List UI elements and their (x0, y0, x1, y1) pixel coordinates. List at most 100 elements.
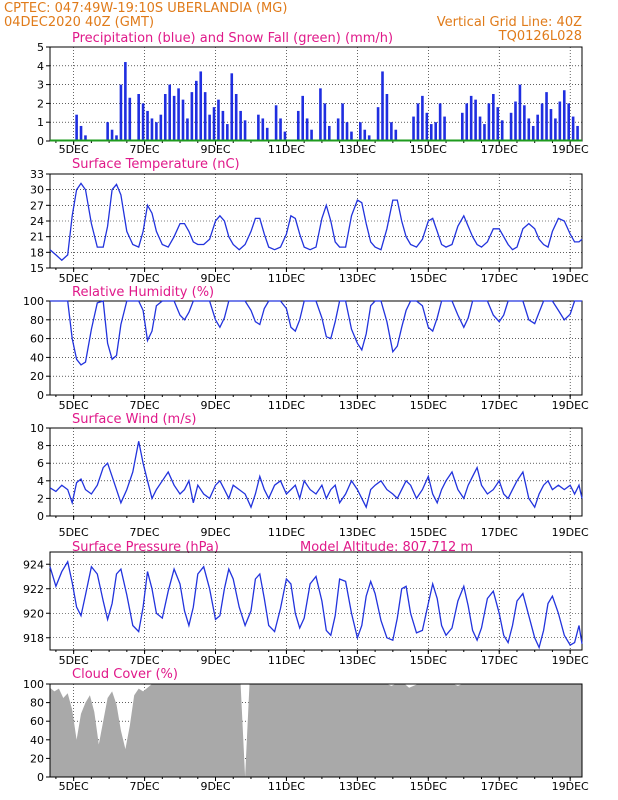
precip-bar (163, 94, 167, 141)
precip-bar (514, 101, 517, 141)
precip-bar (155, 122, 158, 141)
x-tick-label: 7DEC (130, 143, 160, 156)
y-tick-label: 100 (23, 678, 44, 691)
precip-bar (301, 95, 304, 141)
precip-bar (376, 107, 380, 141)
y-tick-label: 2 (37, 97, 44, 110)
precip-bar (469, 95, 473, 141)
y-tick-label: 80 (30, 697, 44, 710)
precip-bar (434, 122, 437, 141)
x-tick-label: 5DEC (59, 654, 89, 667)
precip-bar (168, 84, 171, 141)
x-tick-label: 5DEC (59, 272, 89, 285)
precip-bar (323, 103, 327, 141)
y-tick-label: 40 (30, 351, 44, 364)
x-tick-label: 7DEC (130, 780, 160, 793)
x-tick-label: 17DEC (481, 780, 518, 793)
x-tick-label: 17DEC (481, 143, 518, 156)
x-tick-label: 9DEC (200, 143, 230, 156)
x-tick-label: 17DEC (481, 526, 518, 539)
panel-title-precip: Precipitation (blue) and Snow Fall (gree… (72, 31, 393, 46)
panel-rh: Relative Humidity (%) 0 20 40 60 80 100 5DEC 7DE… (23, 285, 589, 412)
precip-bar (186, 118, 189, 141)
x-tick-label: 5DEC (59, 526, 89, 539)
precip-bar (84, 135, 87, 141)
precip-bar (141, 103, 145, 141)
y-tick-label: 2 (37, 492, 44, 505)
precip-bar (341, 103, 344, 141)
y-tick-label: 0 (37, 135, 44, 148)
panel-precip: Precipitation (blue) and Snow Fall (gree… (37, 31, 589, 156)
precip-bar (523, 105, 526, 141)
x-tick-label: 19DEC (552, 526, 589, 539)
x-tick-label: 17DEC (481, 654, 518, 667)
precip-bar (540, 103, 544, 141)
precip-bar (146, 110, 149, 141)
header-code: TQ0126L028 (498, 29, 582, 44)
x-tick-label: 15DEC (410, 780, 447, 793)
header-source-line: CPTEC: 047:49W-19:10S UBERLANDIA (MG) (4, 1, 287, 16)
precip-bar (296, 110, 300, 141)
precip-bar (562, 90, 566, 141)
precip-bar (119, 84, 123, 141)
precip-bar (571, 116, 575, 141)
panel-frame-temp (49, 173, 583, 269)
x-tick-label: 11DEC (268, 526, 305, 539)
x-tick-label: 9DEC (200, 780, 230, 793)
precip-bar (385, 94, 389, 141)
precip-bar (234, 94, 238, 141)
precip-bar (212, 107, 216, 141)
y-tick-label: 1 (37, 116, 44, 129)
precip-bar (567, 103, 570, 141)
precip-bar (359, 122, 362, 141)
y-tick-label: 21 (30, 231, 44, 244)
precip-bar (363, 129, 367, 141)
precip-bar (558, 101, 562, 141)
precip-bar (381, 71, 384, 141)
x-tick-label: 11DEC (268, 143, 305, 156)
x-tick-label: 5DEC (59, 399, 89, 412)
x-tick-label: 7DEC (130, 272, 160, 285)
precip-bar (496, 107, 500, 141)
precip-bar (554, 118, 557, 141)
precip-bar (549, 109, 553, 141)
precip-bar (492, 94, 495, 141)
precip-bar (336, 118, 340, 141)
panel-title-press: Surface Pressure (hPa) (72, 540, 219, 555)
precip-bar (203, 92, 207, 141)
precip-bar (261, 118, 265, 141)
x-tick-label: 17DEC (481, 399, 518, 412)
series-line-press (49, 560, 583, 650)
precip-bar (465, 103, 469, 141)
precip-bar (274, 105, 278, 141)
chart-panels: Precipitation (blue) and Snow Fall (gree… (23, 31, 589, 793)
x-tick-label: 11DEC (268, 654, 305, 667)
precip-bar (283, 131, 287, 141)
series-line-rh (50, 300, 582, 366)
x-tick-label: 11DEC (268, 780, 305, 793)
x-tick-label: 13DEC (339, 272, 376, 285)
y-tick-label: 922 (23, 583, 44, 596)
x-tick-label: 13DEC (339, 780, 376, 793)
y-tick-label: 924 (23, 558, 44, 571)
panel-frame-wind (49, 427, 583, 517)
y-tick-label: 20 (30, 752, 44, 765)
panel-title-wind: Surface Wind (m/s) (72, 412, 196, 427)
x-tick-label: 13DEC (339, 143, 376, 156)
y-tick-label: 3 (37, 79, 44, 92)
x-tick-label: 19DEC (552, 654, 589, 667)
precip-bar (474, 99, 477, 141)
panel-frame-top (49, 683, 583, 778)
panel-frame-press (49, 551, 583, 651)
x-tick-label: 11DEC (268, 399, 305, 412)
precip-bar (115, 135, 118, 141)
precip-bar (345, 122, 349, 141)
x-tick-label: 19DEC (552, 143, 589, 156)
precip-bar (208, 114, 211, 141)
series-line-wind (49, 441, 583, 510)
precip-bar (190, 92, 194, 141)
x-tick-label: 15DEC (410, 143, 447, 156)
y-tick-label: 0 (37, 771, 44, 784)
x-tick-label: 19DEC (552, 399, 589, 412)
panel-frame-rh (49, 300, 583, 396)
